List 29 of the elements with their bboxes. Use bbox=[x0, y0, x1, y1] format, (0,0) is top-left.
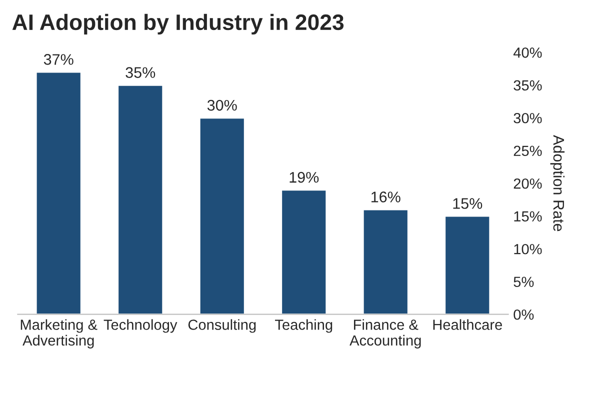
y-tick-label: 15% bbox=[514, 211, 542, 222]
y-tick-label: 20% bbox=[514, 178, 542, 189]
x-tick-label: Technology bbox=[104, 319, 178, 333]
y-tick-label: 35% bbox=[514, 80, 542, 91]
data-label: 16% bbox=[372, 192, 400, 202]
y-tick-label: 0% bbox=[514, 309, 534, 320]
y-tick-label: 10% bbox=[514, 244, 542, 254]
bar bbox=[198, 117, 246, 314]
x-tick-label: Finance & Accounting bbox=[350, 319, 421, 349]
x-tick-label: Healthcare bbox=[433, 319, 502, 330]
x-tick-label: Teaching bbox=[275, 319, 332, 333]
data-label: 19% bbox=[290, 172, 319, 183]
bar bbox=[117, 84, 164, 314]
x-tick-label: Marketing & Advertising bbox=[20, 319, 98, 349]
y-tick-label: 5% bbox=[514, 276, 534, 288]
data-label: 35% bbox=[126, 67, 156, 78]
chart-title: AI Adoption by Industry in 2023 bbox=[12, 14, 344, 35]
data-label: 15% bbox=[453, 198, 482, 209]
y-tick-label: 25% bbox=[514, 146, 542, 156]
data-label: 30% bbox=[207, 100, 237, 111]
y-tick-label: 30% bbox=[514, 112, 542, 124]
bar bbox=[444, 215, 491, 314]
y-tick-label: 40% bbox=[513, 47, 542, 58]
data-label: 37% bbox=[44, 54, 74, 65]
bar bbox=[362, 208, 409, 314]
bar bbox=[35, 71, 82, 314]
bar bbox=[280, 189, 328, 314]
y-axis-title: Adoption Rate bbox=[550, 134, 565, 232]
x-tick-label: Consulting bbox=[188, 319, 256, 333]
